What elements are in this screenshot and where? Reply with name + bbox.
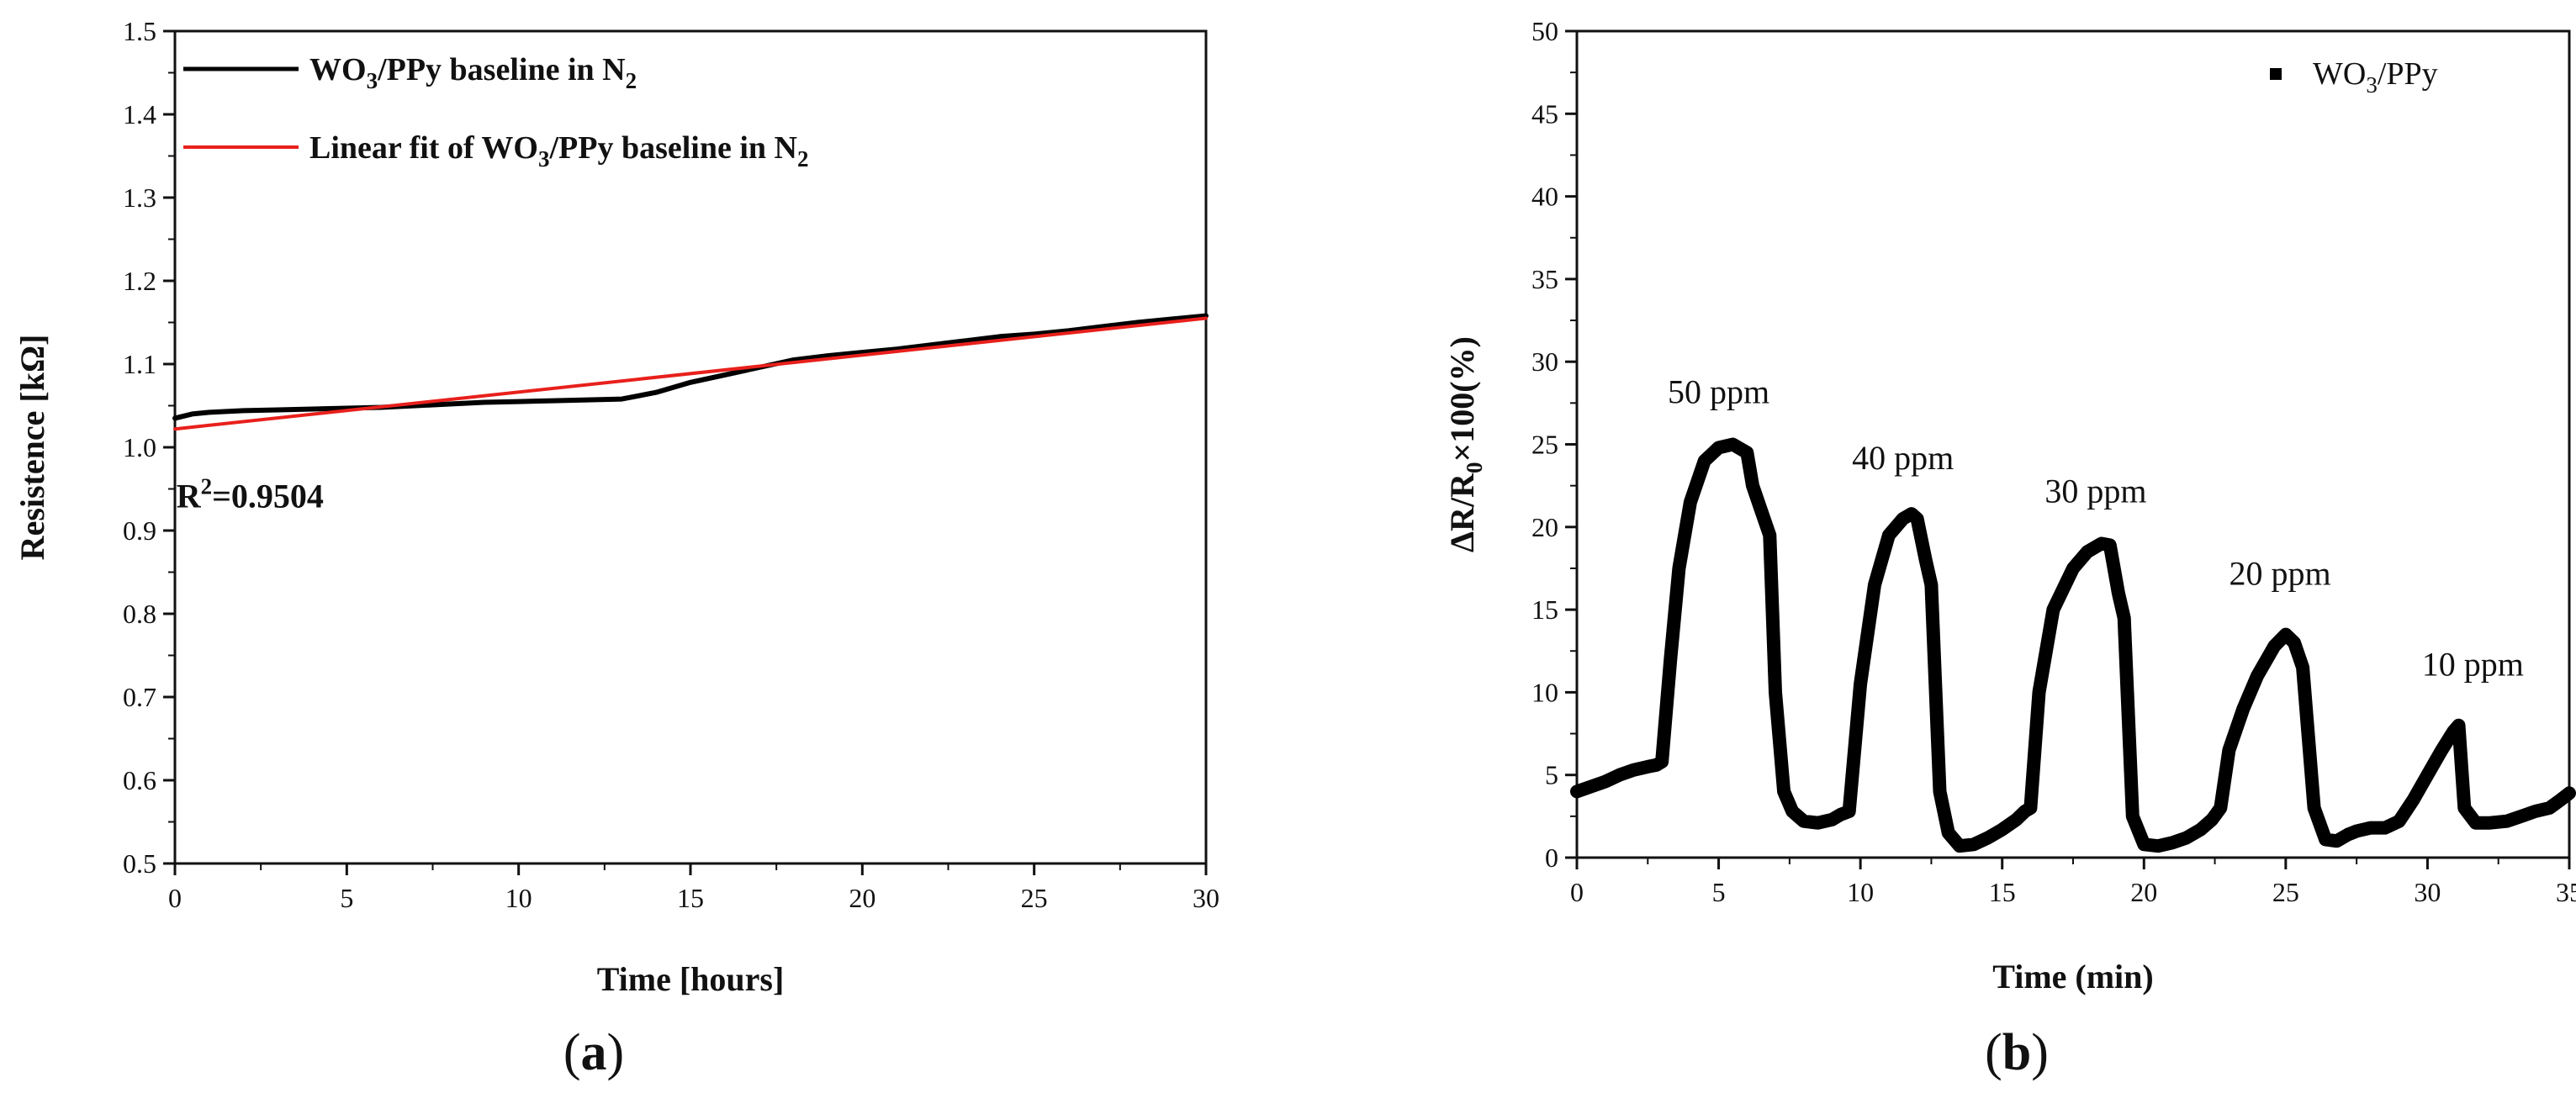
y-tick-label: 0.8 — [123, 599, 156, 629]
y-ticks-b: 0 5 10 15 20 25 30 35 40 45 50 — [1531, 16, 1577, 873]
x-axis-title-a: Time [hours] — [597, 960, 785, 998]
r-squared-annotation: R2=0.9504 — [177, 473, 324, 515]
y-tick-label: 1.0 — [123, 432, 156, 462]
series-line-b-0 — [1570, 437, 2576, 853]
y-tick-label: 45 — [1531, 98, 1558, 129]
y-tick-label: 0.6 — [123, 765, 156, 795]
series-group-b — [1570, 437, 2576, 853]
y-tick-label: 40 — [1531, 182, 1558, 212]
y-tick-label: 1.2 — [123, 266, 156, 296]
x-tick-label: 5 — [1712, 877, 1726, 907]
series-line-a-1 — [173, 316, 1208, 431]
concentration-label: 20 ppm — [2230, 555, 2331, 593]
y-tick-label: 5 — [1545, 760, 1558, 790]
legend-marker-wo3-ppy — [2270, 68, 2282, 80]
y-tick-label: 25 — [1531, 430, 1558, 460]
concentration-label: 40 ppm — [1852, 439, 1954, 477]
concentration-label: 10 ppm — [2422, 646, 2524, 684]
y-tick-label: 1.4 — [123, 99, 156, 129]
x-tick-label: 5 — [340, 883, 353, 913]
concentration-label: 30 ppm — [2044, 472, 2146, 510]
legend-label-baseline: WO3/PPy baseline in N2 — [309, 52, 637, 93]
caption-a: (a) — [563, 1024, 624, 1081]
legend-label-wo3-ppy: WO3/PPy — [2313, 56, 2438, 98]
y-tick-label: 0 — [1545, 842, 1558, 873]
x-tick-label: 0 — [168, 883, 182, 913]
y-tick-label: 0.9 — [123, 515, 156, 546]
y-tick-label: 35 — [1531, 264, 1558, 294]
chart-panel-b: 0 5 10 15 20 25 30 35 40 45 50 0 5 10 15 20 25 30 35 50 p… — [1443, 16, 2576, 1081]
y-axis-title-a: Resistence [kΩ] — [13, 335, 51, 561]
x-tick-label: 35 — [2556, 877, 2576, 907]
y-tick-label: 1.1 — [123, 349, 156, 379]
x-ticks-a: 0 5 10 15 20 25 30 — [168, 863, 1219, 913]
concentration-labels: 50 ppm 40 ppm 30 ppm 20 ppm 10 ppm — [1668, 372, 2524, 683]
y-tick-label: 15 — [1531, 594, 1558, 625]
y-tick-label: 1.3 — [123, 182, 156, 213]
x-axis-title-b: Time (min) — [1992, 958, 2153, 995]
x-tick-label: 0 — [1570, 877, 1584, 907]
legend-label-linear-fit: Linear fit of WO3/PPy baseline in N2 — [309, 130, 809, 172]
concentration-label: 50 ppm — [1668, 372, 1769, 410]
y-tick-label: 1.5 — [123, 16, 156, 46]
y-tick-label: 20 — [1531, 512, 1558, 542]
x-tick-label: 10 — [505, 883, 532, 913]
caption-b: (b) — [1985, 1024, 2049, 1081]
y-tick-label: 30 — [1531, 346, 1558, 377]
chart-panel-a: 0.5 0.6 0.7 0.8 0.9 1.0 1.1 1.2 1.3 1.4 1.5 0 5 10 15… — [13, 16, 1219, 1081]
x-tick-label: 25 — [2272, 877, 2299, 907]
x-tick-label: 15 — [677, 883, 704, 913]
x-tick-label: 25 — [1021, 883, 1048, 913]
x-ticks-b: 0 5 10 15 20 25 30 35 — [1570, 858, 2576, 907]
series-line-a-0 — [172, 313, 1209, 421]
x-tick-label: 10 — [1847, 877, 1874, 907]
y-tick-label: 10 — [1531, 677, 1558, 707]
x-tick-label: 30 — [2414, 877, 2441, 907]
y-tick-label: 50 — [1531, 16, 1558, 46]
y-axis-title-b: ΔR/R0×100(%) — [1443, 336, 1487, 552]
x-tick-label: 30 — [1193, 883, 1219, 913]
x-tick-label: 20 — [2130, 877, 2157, 907]
y-tick-label: 0.7 — [123, 682, 156, 712]
x-tick-label: 20 — [849, 883, 875, 913]
y-tick-label: 0.5 — [123, 848, 156, 879]
x-tick-label: 15 — [1989, 877, 2016, 907]
series-group-a — [172, 313, 1209, 431]
y-ticks-a: 0.5 0.6 0.7 0.8 0.9 1.0 1.1 1.2 1.3 1.4 1.5 — [123, 16, 175, 879]
